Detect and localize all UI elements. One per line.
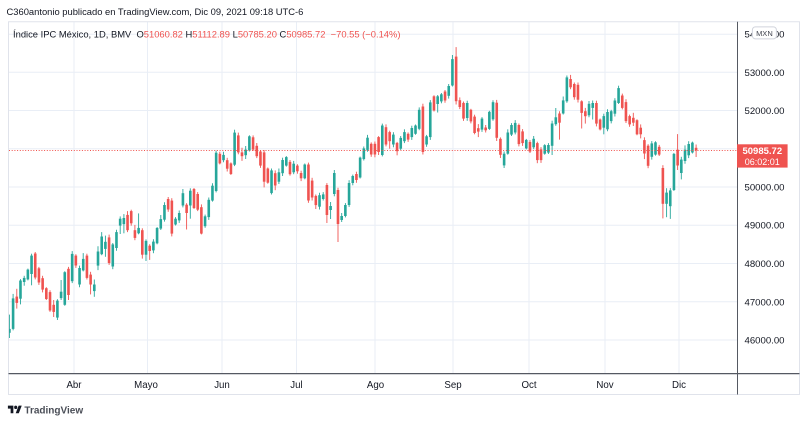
svg-text:50000.00: 50000.00 <box>745 183 785 194</box>
svg-text:Nov: Nov <box>596 380 613 391</box>
svg-text:Jun: Jun <box>214 380 230 391</box>
svg-text:Sep: Sep <box>444 380 461 391</box>
svg-text:49000.00: 49000.00 <box>745 221 785 232</box>
svg-text:Oct: Oct <box>521 380 536 391</box>
svg-text:TradingView: TradingView <box>24 406 83 417</box>
svg-text:Ago: Ago <box>367 380 384 391</box>
svg-text:46000.00: 46000.00 <box>745 336 785 347</box>
svg-text:48000.00: 48000.00 <box>745 259 785 270</box>
svg-text:MXN: MXN <box>756 29 773 38</box>
svg-text:Abr: Abr <box>66 380 82 391</box>
svg-text:06:02:01: 06:02:01 <box>745 157 780 167</box>
svg-text:53000.00: 53000.00 <box>745 68 785 79</box>
svg-text:47000.00: 47000.00 <box>745 297 785 308</box>
svg-text:C360antonio publicado en Tradi: C360antonio publicado en TradingView.com… <box>7 6 304 17</box>
svg-text:Mayo: Mayo <box>134 380 158 391</box>
svg-text:50985.72: 50985.72 <box>742 146 782 157</box>
svg-text:Índice IPC México, 1D, BMV O5: Índice IPC México, 1D, BMV O51060.82 H51… <box>13 29 400 40</box>
svg-text:52000.00: 52000.00 <box>745 106 785 117</box>
svg-text:Jul: Jul <box>290 380 302 391</box>
svg-text:Dic: Dic <box>672 380 686 391</box>
